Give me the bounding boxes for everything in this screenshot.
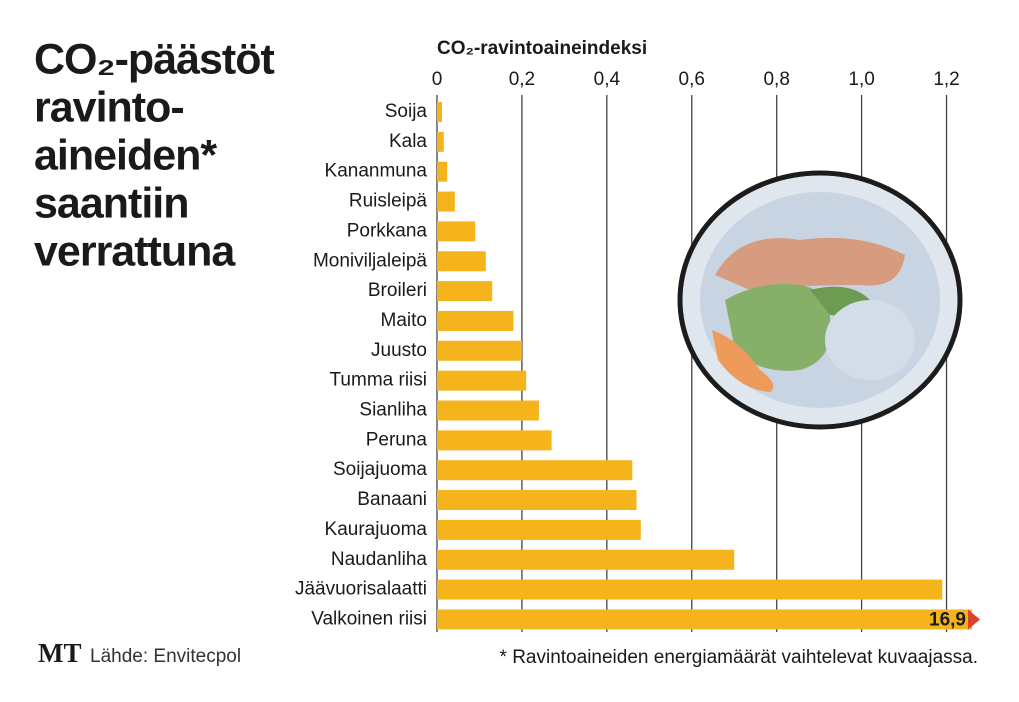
bar: [437, 519, 641, 540]
chart-title: ravinto-: [34, 83, 184, 131]
x-axis-label: CO₂-ravintoaineindeksi: [437, 38, 647, 59]
bar: [437, 609, 972, 630]
chart-title: saantiin: [34, 179, 189, 227]
y-tick-label: Broileri: [368, 280, 427, 301]
y-tick-label: Valkoinen riisi: [311, 608, 427, 629]
y-tick-label: Peruna: [366, 429, 428, 450]
logo: MT: [38, 638, 82, 668]
y-tick-label: Naudanliha: [331, 549, 428, 570]
y-tick-label: Sianliha: [359, 400, 427, 421]
bar: [437, 251, 486, 272]
bar: [437, 131, 444, 152]
bars: [437, 102, 972, 630]
bar: [437, 579, 943, 600]
bar: [437, 430, 552, 451]
y-tick-label: Tumma riisi: [330, 370, 427, 391]
y-tick-label: Soija: [385, 101, 428, 122]
y-tick-label: Porkkana: [347, 220, 428, 241]
axis-break-arrow: [968, 609, 980, 630]
value-label: 16,9: [929, 609, 966, 630]
y-tick-label: Kananmuna: [325, 161, 428, 182]
x-tick-label: 1,2: [933, 69, 959, 90]
y-tick-label: Ruisleipä: [349, 191, 428, 212]
y-tick-label: Juusto: [371, 340, 427, 361]
bar: [437, 281, 493, 302]
y-tick-label: Soijajuoma: [333, 459, 427, 480]
bar: [437, 340, 522, 361]
x-tick-label: 0,6: [679, 69, 705, 90]
bar: [437, 102, 443, 122]
source: Lähde: Envitecpol: [90, 646, 241, 667]
x-tick-label: 0: [432, 69, 443, 90]
bar: [437, 370, 527, 391]
x-tick-label: 0,8: [763, 69, 789, 90]
bar: [437, 310, 514, 331]
x-tick-label: 0,4: [594, 69, 621, 90]
bar: [437, 191, 455, 212]
y-tick-label: Kala: [389, 131, 427, 152]
bar: [437, 549, 735, 570]
y-tick-label: Moniviljaleipä: [313, 250, 427, 271]
y-tick-label: Maito: [381, 310, 427, 331]
x-tick-label: 0,2: [509, 69, 535, 90]
chart-title: verrattuna: [34, 227, 236, 275]
bar: [437, 490, 637, 511]
y-tick-label: Kaurajuoma: [325, 519, 428, 540]
footnote: * Ravintoaineiden energiamäärät vaihtele…: [500, 647, 978, 668]
y-tick-label: Banaani: [357, 489, 427, 510]
bar: [437, 400, 539, 421]
bar: [437, 460, 633, 481]
bar: [437, 221, 476, 242]
bar: [437, 161, 448, 182]
chart-title: aineiden*: [34, 131, 217, 179]
x-tick-label: 1,0: [848, 69, 874, 90]
chart-title: CO₂-päästöt: [34, 35, 275, 83]
sushi-illustration: [677, 170, 963, 430]
y-tick-label: Jäävuorisalaatti: [295, 579, 427, 600]
